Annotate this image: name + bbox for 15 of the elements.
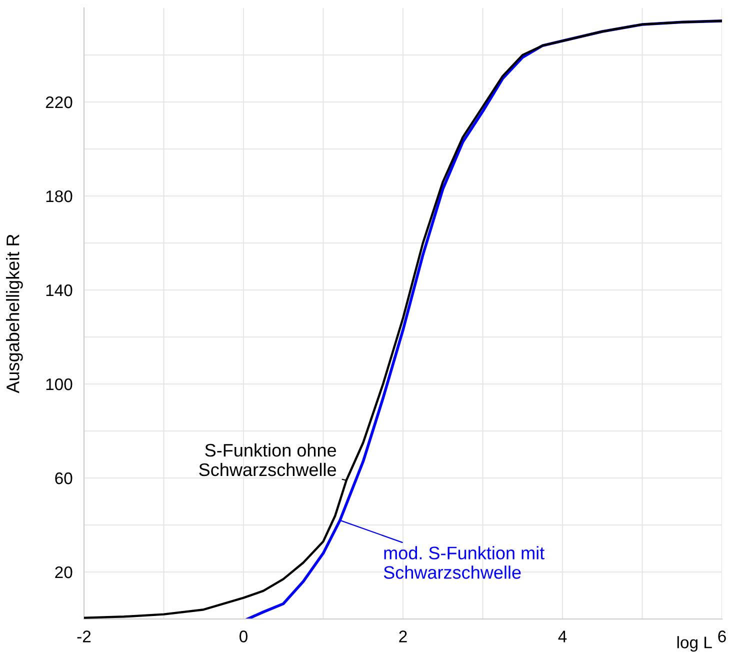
y-axis-title: Ausgabehelligkeit R [6,234,23,394]
y-tick-label: 20 [55,566,72,578]
y-tick-label: 100 [46,378,72,390]
y-tick-label: 140 [46,284,72,296]
y-tick-label: 60 [55,472,72,484]
y-tick-label: 220 [46,96,72,108]
x-tick-label: 0 [240,630,248,642]
x-tick-label: 4 [558,630,567,642]
x-tick-label: -2 [77,630,91,642]
annotation: mod. S-Funktion mit Schwarzschwelle [384,546,544,579]
annotation: S-Funktion ohne Schwarzschwelle [199,443,336,476]
x-tick-label: 2 [399,630,407,642]
y-tick-label: 180 [46,190,72,202]
x-tick-label: 6 [718,630,726,642]
x-axis-title: log L [677,636,712,652]
